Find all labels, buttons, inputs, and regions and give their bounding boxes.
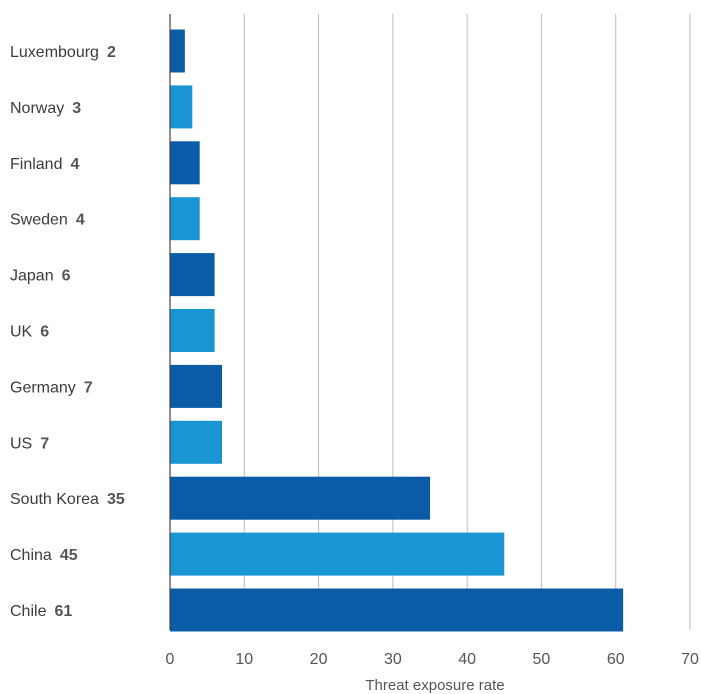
category-name: South Korea [10,491,99,508]
bar [170,476,430,520]
x-tick-label: 30 [384,651,402,668]
category-name: Germany [10,379,76,396]
bar [170,588,624,632]
category-value-label: 4 [76,212,85,229]
bar [170,364,222,408]
category-value-label: 61 [54,603,72,620]
category-label: US 7 [10,435,49,452]
x-tick-label: 20 [310,651,328,668]
category-name: US [10,435,32,452]
category-label: China 45 [10,547,78,564]
category-label: Chile 61 [10,603,72,620]
category-name: Chile [10,603,47,620]
category-name: Luxembourg [10,44,99,61]
bar [170,420,222,464]
category-label: Sweden 4 [10,212,85,229]
category-value-label: 3 [72,100,81,117]
category-value-label: 4 [70,156,79,173]
category-label: Norway 3 [10,100,81,117]
bars [170,29,624,632]
category-label: UK 6 [10,324,49,341]
bar [170,309,215,352]
bar [170,141,200,185]
grid-lines [243,14,691,630]
x-tick-labels: 0 10 20 30 40 50 60 70 [166,651,699,668]
bar [170,85,193,129]
bar [170,197,200,241]
bar [170,532,505,576]
x-tick-label: 10 [235,651,253,668]
category-name: Sweden [10,212,68,229]
category-name: Norway [10,100,64,117]
x-tick-label: 0 [166,651,175,668]
category-value-label: 7 [40,435,49,452]
category-name: UK [10,324,33,341]
category-value-label: 6 [40,324,49,341]
category-name: Japan [10,268,54,285]
category-name: Finland [10,156,62,173]
category-name: China [10,547,52,564]
category-label: Japan 6 [10,268,71,285]
category-label: Luxembourg 2 [10,44,116,61]
category-value-label: 2 [107,44,116,61]
category-label: Finland 4 [10,156,79,173]
bar [170,253,215,297]
x-tick-label: 60 [607,651,625,668]
x-tick-label: 50 [533,651,551,668]
category-value-label: 7 [84,379,93,396]
category-value-label: 6 [62,268,71,285]
category-value-label: 35 [107,491,125,508]
category-label: South Korea 35 [10,491,125,508]
category-value-label: 45 [60,547,78,564]
x-tick-label: 70 [681,651,699,668]
x-tick-label: 40 [458,651,476,668]
x-axis-title: Threat exposure rate [365,677,504,694]
bar [170,29,185,73]
category-label: Germany 7 [10,379,93,396]
